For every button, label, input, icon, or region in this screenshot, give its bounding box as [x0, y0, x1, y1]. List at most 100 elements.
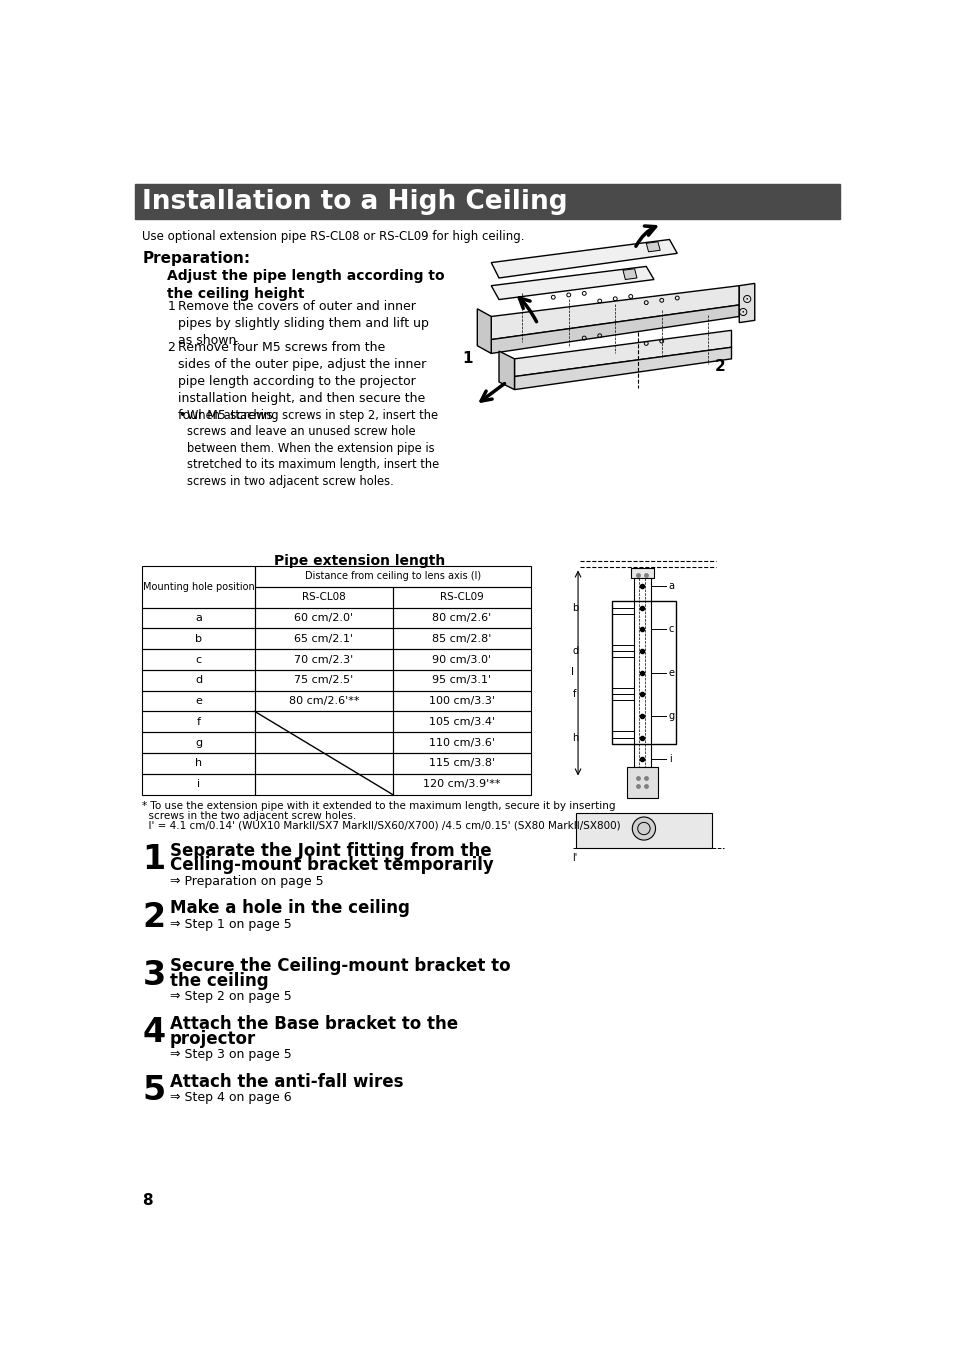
Text: 2: 2 — [714, 359, 724, 374]
Text: 120 cm/3.9'**: 120 cm/3.9'** — [422, 780, 500, 789]
Polygon shape — [739, 283, 754, 322]
Text: 85 cm/2.8': 85 cm/2.8' — [432, 634, 491, 643]
Bar — [254, 670, 393, 691]
Circle shape — [632, 816, 655, 839]
Text: g: g — [195, 738, 202, 747]
Text: .: . — [839, 192, 843, 211]
Text: d: d — [572, 646, 578, 655]
Text: ⇒ Step 1 on page 5: ⇒ Step 1 on page 5 — [170, 918, 291, 930]
Polygon shape — [514, 330, 731, 376]
Bar — [393, 774, 530, 795]
Bar — [626, 766, 658, 798]
Bar — [142, 608, 254, 628]
Text: f: f — [572, 689, 576, 699]
Bar — [612, 601, 675, 743]
Text: 5: 5 — [142, 1074, 166, 1108]
Text: Distance from ceiling to lens axis (l): Distance from ceiling to lens axis (l) — [304, 571, 480, 581]
Text: screws in the two adjacent screw holes.: screws in the two adjacent screw holes. — [142, 811, 356, 821]
Bar — [393, 649, 530, 670]
Text: 100 cm/3.3': 100 cm/3.3' — [428, 696, 495, 705]
Text: l': l' — [572, 853, 578, 862]
Text: 2: 2 — [142, 900, 166, 934]
Bar — [612, 688, 633, 700]
Bar — [393, 753, 530, 774]
Bar — [254, 691, 393, 711]
Bar — [393, 628, 530, 649]
Bar — [142, 691, 254, 711]
Text: e: e — [668, 668, 674, 677]
Text: 60 cm/2.0': 60 cm/2.0' — [294, 613, 353, 623]
Text: 105 cm/3.4': 105 cm/3.4' — [428, 716, 495, 727]
Text: •: • — [178, 409, 185, 422]
Text: 90 cm/3.0': 90 cm/3.0' — [432, 654, 491, 665]
Text: 75 cm/2.5': 75 cm/2.5' — [294, 676, 354, 685]
Text: Remove the covers of outer and inner
pipes by slightly sliding them and lift up
: Remove the covers of outer and inner pip… — [178, 299, 429, 347]
Text: * To use the extension pipe with it extended to the maximum length, secure it by: * To use the extension pipe with it exte… — [142, 800, 616, 811]
Bar — [633, 578, 650, 766]
Polygon shape — [491, 305, 739, 353]
Text: Adjust the pipe length according to
the ceiling height: Adjust the pipe length according to the … — [167, 268, 444, 301]
Text: 115 cm/3.8': 115 cm/3.8' — [428, 758, 495, 769]
Text: RS-CL08: RS-CL08 — [302, 592, 345, 603]
Text: RS-CL09: RS-CL09 — [439, 592, 483, 603]
Bar — [134, 184, 840, 219]
Text: When attaching screws in step 2, insert the
screws and leave an unused screw hol: When attaching screws in step 2, insert … — [187, 409, 438, 487]
Text: h: h — [572, 733, 578, 742]
Bar — [142, 670, 254, 691]
Text: Attach the Base bracket to the: Attach the Base bracket to the — [170, 1016, 457, 1033]
Text: i: i — [668, 754, 671, 764]
Bar — [254, 628, 393, 649]
Text: ⇒ Step 2 on page 5: ⇒ Step 2 on page 5 — [170, 990, 291, 1003]
Bar — [393, 608, 530, 628]
Polygon shape — [491, 240, 677, 278]
Bar — [612, 731, 633, 743]
Bar — [142, 628, 254, 649]
Bar — [142, 753, 254, 774]
Bar — [254, 753, 393, 774]
Bar — [393, 691, 530, 711]
Bar — [142, 566, 254, 608]
Text: i: i — [197, 780, 200, 789]
Bar — [254, 774, 393, 795]
Bar — [142, 774, 254, 795]
Bar — [142, 649, 254, 670]
Text: c: c — [668, 624, 674, 634]
Text: Attach the anti-fall wires: Attach the anti-fall wires — [170, 1072, 403, 1090]
Text: b: b — [195, 634, 202, 643]
Text: d: d — [195, 676, 202, 685]
Bar — [612, 645, 633, 657]
Text: l: l — [571, 668, 574, 677]
Bar — [254, 586, 393, 608]
Text: ⇒ Preparation on page 5: ⇒ Preparation on page 5 — [170, 875, 323, 888]
Text: 8: 8 — [142, 1193, 153, 1208]
Text: Make a hole in the ceiling: Make a hole in the ceiling — [170, 899, 409, 918]
Text: Mounting hole position: Mounting hole position — [143, 582, 254, 592]
Bar — [142, 733, 254, 753]
Bar — [254, 608, 393, 628]
Text: Remove four M5 screws from the
sides of the outer pipe, adjust the inner
pipe le: Remove four M5 screws from the sides of … — [178, 341, 426, 422]
Text: 2: 2 — [167, 341, 175, 355]
Bar — [393, 586, 530, 608]
Text: ⊙: ⊙ — [741, 292, 752, 306]
Bar — [254, 733, 393, 753]
Text: a: a — [668, 581, 674, 590]
Text: 80 cm/2.6'**: 80 cm/2.6'** — [289, 696, 358, 705]
Text: 1: 1 — [167, 299, 175, 313]
Text: Pipe extension length: Pipe extension length — [274, 554, 445, 567]
Text: 3: 3 — [142, 959, 166, 991]
Bar — [393, 711, 530, 733]
Polygon shape — [491, 286, 739, 340]
Polygon shape — [476, 309, 491, 353]
Bar — [254, 566, 530, 586]
Bar — [612, 601, 633, 613]
Text: Installation to a High Ceiling: Installation to a High Ceiling — [142, 188, 568, 215]
Text: 1: 1 — [462, 351, 473, 367]
Text: the ceiling: the ceiling — [170, 972, 268, 990]
Text: 80 cm/2.6': 80 cm/2.6' — [432, 613, 491, 623]
Polygon shape — [514, 347, 731, 390]
Bar — [142, 711, 254, 733]
Text: 65 cm/2.1': 65 cm/2.1' — [294, 634, 353, 643]
Polygon shape — [622, 268, 637, 279]
Bar — [576, 814, 711, 848]
Text: b: b — [572, 603, 578, 612]
